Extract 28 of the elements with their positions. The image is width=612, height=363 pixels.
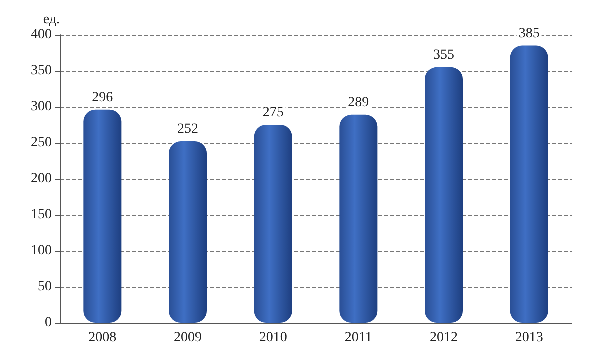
bar [510,46,548,323]
data-label: 252 [178,122,198,138]
bar [425,67,463,323]
y-tick-label: 400 [31,28,52,42]
y-tick-label: 100 [31,244,52,258]
x-tick-label: 2010 [259,330,288,346]
bar [340,114,378,323]
data-label: 296 [92,90,114,106]
x-tick-label: 2013 [515,330,544,346]
x-tick-label: 2008 [88,330,117,346]
data-label: 355 [434,48,454,63]
data-label: 289 [348,95,370,110]
bar [254,125,292,323]
x-tick-label: 2012 [430,330,458,346]
y-tick-label: 250 [31,136,52,150]
y-axis-title: ед. [43,12,60,28]
bar [169,142,207,323]
y-tick-label: 150 [31,208,52,222]
data-label: 385 [518,26,540,42]
y-tick-label: 350 [31,64,52,78]
y-tick-label: 0 [45,316,52,330]
bar [84,110,122,323]
x-tick-label: 2009 [174,330,202,346]
y-tick-label: 200 [31,172,52,186]
x-tick-label: 2011 [344,330,372,346]
y-tick-label: 50 [38,280,52,294]
data-label: 275 [262,106,284,120]
y-tick-label: 300 [31,100,52,114]
